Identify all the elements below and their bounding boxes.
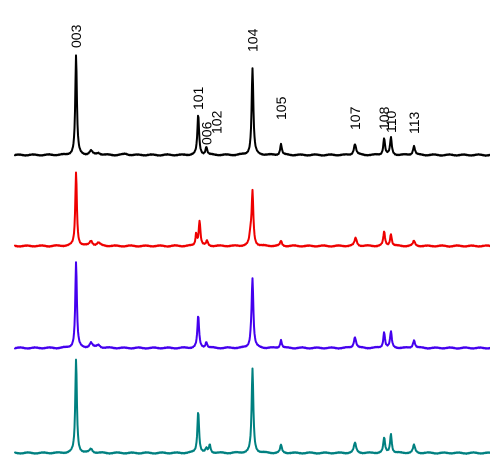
trace-group — [14, 54, 490, 455]
peak-label-102: 102 — [209, 110, 225, 134]
peak-label-006: 006 — [198, 121, 214, 145]
peak-label-113: 113 — [406, 111, 422, 134]
peak-label-101: 101 — [190, 86, 206, 110]
peak-label-104: 104 — [245, 28, 261, 52]
peak-label-110: 110 — [383, 110, 399, 133]
xrd-pattern-3 — [14, 261, 490, 350]
peak-label-108: 108 — [376, 106, 392, 130]
xrd-pattern-2 — [14, 171, 490, 248]
xrd-pattern-4 — [14, 358, 490, 455]
peak-label-003: 003 — [68, 24, 84, 48]
peak-label-105: 105 — [273, 96, 289, 120]
peak-label-107: 107 — [347, 106, 363, 130]
xrd-pattern-1 — [14, 54, 490, 157]
